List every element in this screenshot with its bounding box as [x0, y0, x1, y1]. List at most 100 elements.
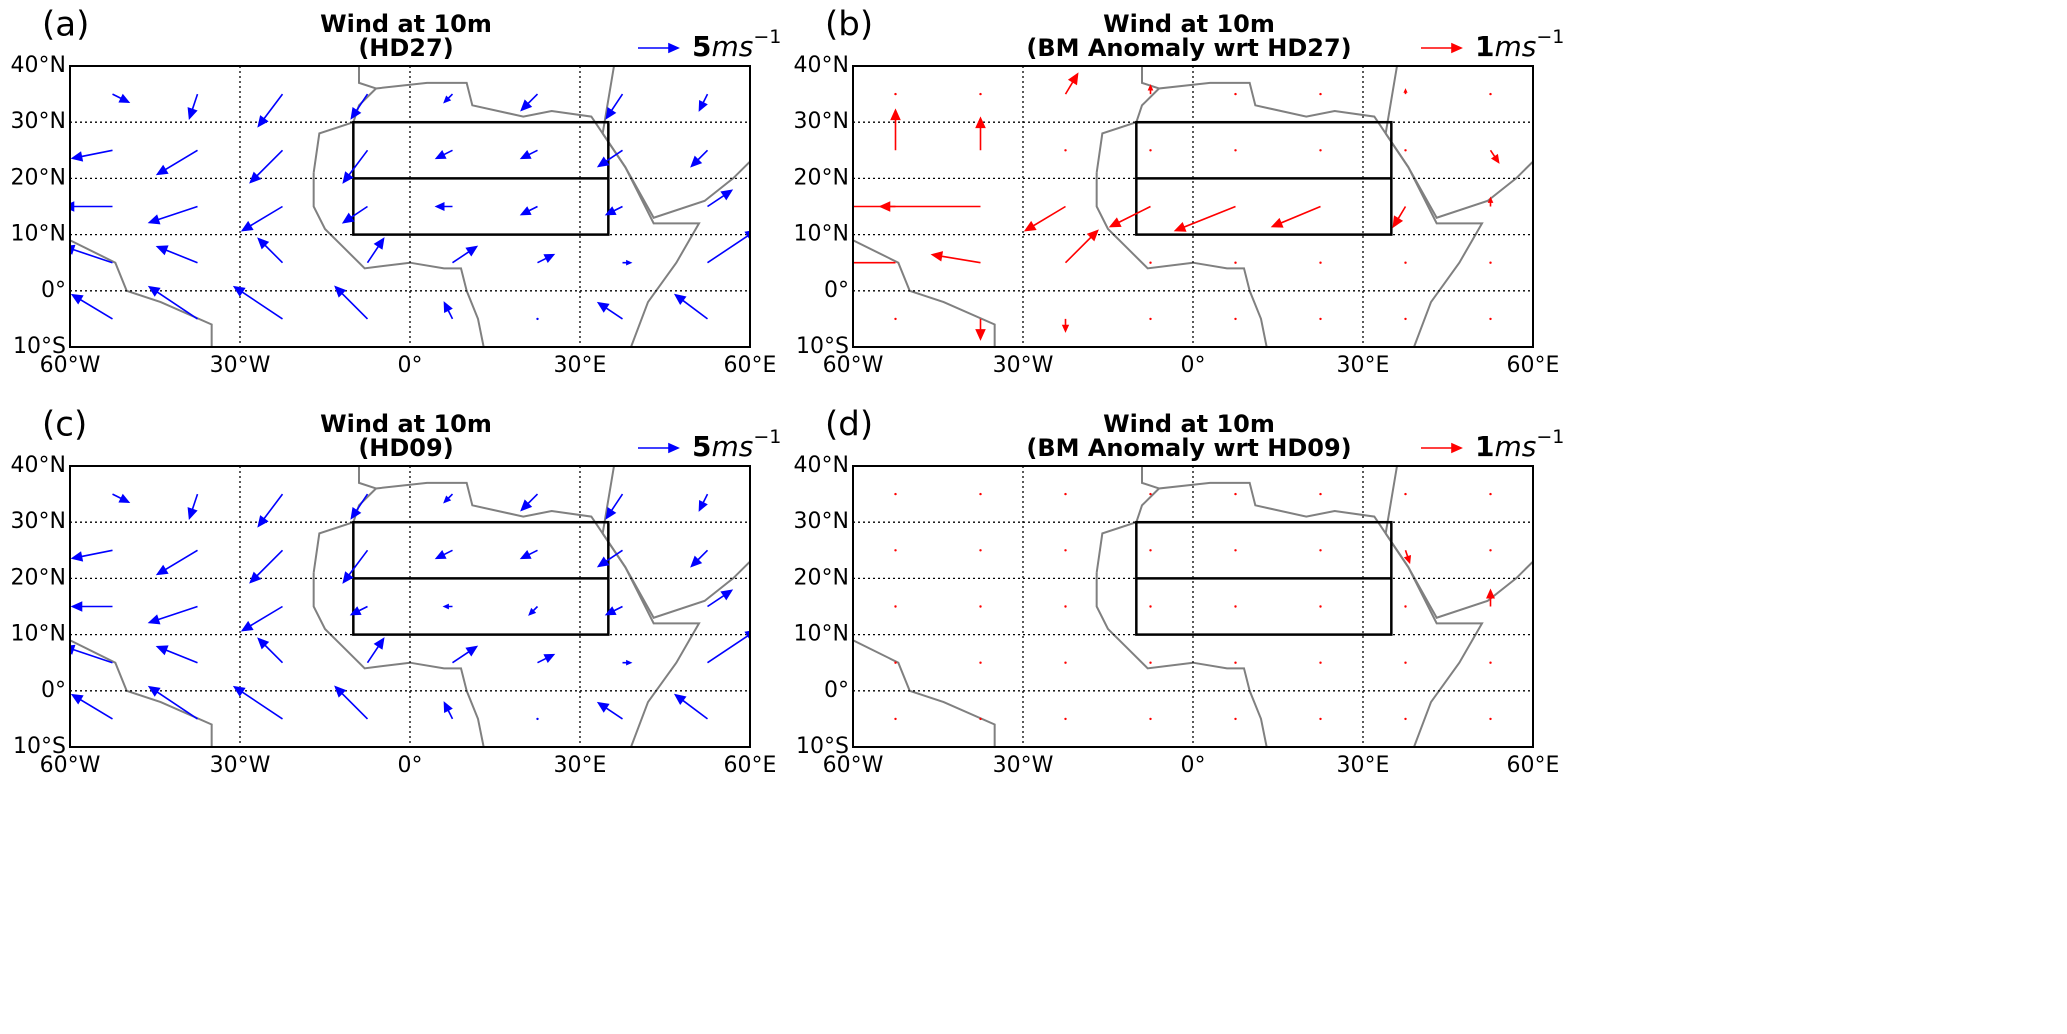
x-tick-label: 0°	[398, 353, 423, 378]
y-tick-label: 10°S	[13, 734, 66, 759]
wind-vector	[596, 301, 623, 320]
wind-vector	[1064, 492, 1067, 496]
wind-vector	[622, 659, 633, 666]
wind-vector	[894, 92, 897, 96]
wind-vector	[1149, 605, 1152, 608]
wind-vector	[1487, 196, 1494, 207]
wind-vector	[443, 493, 454, 504]
wind-vector	[70, 693, 113, 720]
wind-vector	[1270, 205, 1321, 228]
wind-vector	[70, 549, 113, 562]
panel-title: Wind at 10m	[1103, 410, 1275, 438]
wind-vector	[1489, 661, 1492, 664]
wind-vector	[1234, 717, 1237, 721]
wind-vector	[1149, 149, 1152, 152]
wind-vector	[342, 149, 369, 184]
coastline	[853, 639, 996, 747]
wind-vector	[707, 630, 750, 664]
wind-vector	[894, 717, 897, 721]
wind-vector	[249, 549, 284, 584]
x-tick-label: 0°	[1181, 353, 1206, 378]
wind-vector	[930, 251, 981, 264]
wind-vector	[1149, 317, 1152, 321]
x-tick-label: 30°E	[554, 353, 607, 378]
coastline	[1095, 572, 1268, 747]
y-tick-label: 20°N	[11, 565, 66, 590]
wind-vector	[112, 93, 131, 103]
x-tick-label: 30°W	[210, 753, 271, 778]
wind-vector	[975, 318, 986, 341]
x-tick-label: 60°E	[724, 753, 777, 778]
y-tick-label: 0°	[41, 278, 66, 303]
panel-title: Wind at 10m	[1103, 10, 1275, 38]
key-exponent: −1	[753, 26, 781, 48]
key-unit: ms	[711, 30, 753, 63]
y-tick-label: 10°N	[794, 622, 849, 647]
wind-vector	[350, 493, 369, 520]
key-exponent: −1	[1536, 426, 1564, 448]
y-tick-label: 20°N	[794, 565, 849, 590]
wind-vector	[334, 285, 369, 320]
map-area	[70, 66, 750, 347]
wind-vector	[70, 201, 113, 212]
coastline	[601, 532, 750, 619]
key-value: 5	[692, 430, 711, 463]
key-value: 1	[1475, 30, 1494, 63]
wind-vector	[707, 189, 734, 208]
wind-vector	[1489, 149, 1500, 164]
wind-vector	[520, 493, 539, 512]
wind-vector	[349, 605, 368, 616]
x-tick-label: 60°E	[1507, 753, 1560, 778]
wind-vector	[1064, 549, 1067, 552]
wind-vector	[690, 149, 709, 168]
coastline	[358, 466, 377, 490]
wind-vector	[434, 549, 453, 560]
wind-vector	[70, 149, 113, 162]
wind-vector	[1319, 605, 1322, 608]
axes-frame	[69, 465, 751, 748]
key-label: 5ms−1	[692, 426, 781, 464]
wind-vector	[1234, 549, 1237, 552]
coastline	[1095, 481, 1484, 747]
y-tick-label: 10°N	[11, 622, 66, 647]
coastline	[1141, 466, 1160, 490]
coastline	[312, 572, 485, 747]
wind-vector	[1064, 72, 1079, 95]
coastline	[1141, 66, 1160, 90]
wind-vector	[1108, 205, 1151, 228]
y-tick-label: 10°S	[13, 334, 66, 359]
wind-vector	[1234, 661, 1237, 664]
wind-vector	[979, 492, 982, 496]
wind-vector	[979, 661, 982, 664]
x-tick-label: 0°	[398, 753, 423, 778]
map-area	[853, 66, 1533, 347]
wind-vector	[1489, 261, 1492, 264]
wind-vector	[240, 205, 283, 232]
wind-vector	[979, 549, 982, 552]
wind-vector	[257, 93, 284, 128]
panel: 60°W 30°W 0° 30°E 60°E 10°S 0° 10°N 20°N 30°N 40°N…	[11, 405, 782, 779]
panel-title: (BM Anomaly wrt HD09)	[1026, 434, 1351, 462]
coastline	[70, 239, 213, 347]
wind-vector	[155, 645, 198, 664]
wind-vector	[112, 493, 131, 503]
wind-vector	[1149, 492, 1152, 496]
y-tick-label: 10°S	[796, 734, 849, 759]
wind-vector	[1149, 661, 1152, 664]
key-arrow	[638, 42, 680, 54]
coastline	[1384, 532, 1533, 619]
wind-vector	[434, 202, 453, 211]
wind-vector	[147, 605, 198, 625]
wind-vector	[1404, 492, 1407, 496]
wind-vector	[520, 93, 539, 112]
wind-vector	[1319, 549, 1322, 552]
key-label: 5ms−1	[692, 26, 781, 64]
key-exponent: −1	[1536, 26, 1564, 48]
wind-vector	[894, 317, 897, 321]
wind-vector	[1319, 149, 1322, 152]
key-value: 1	[1475, 430, 1494, 463]
wind-vector	[1149, 261, 1152, 264]
y-tick-label: 20°N	[794, 165, 849, 190]
panel: 60°W 30°W 0° 30°E 60°E 10°S 0° 10°N 20°N 30°N 40°N…	[11, 5, 782, 379]
